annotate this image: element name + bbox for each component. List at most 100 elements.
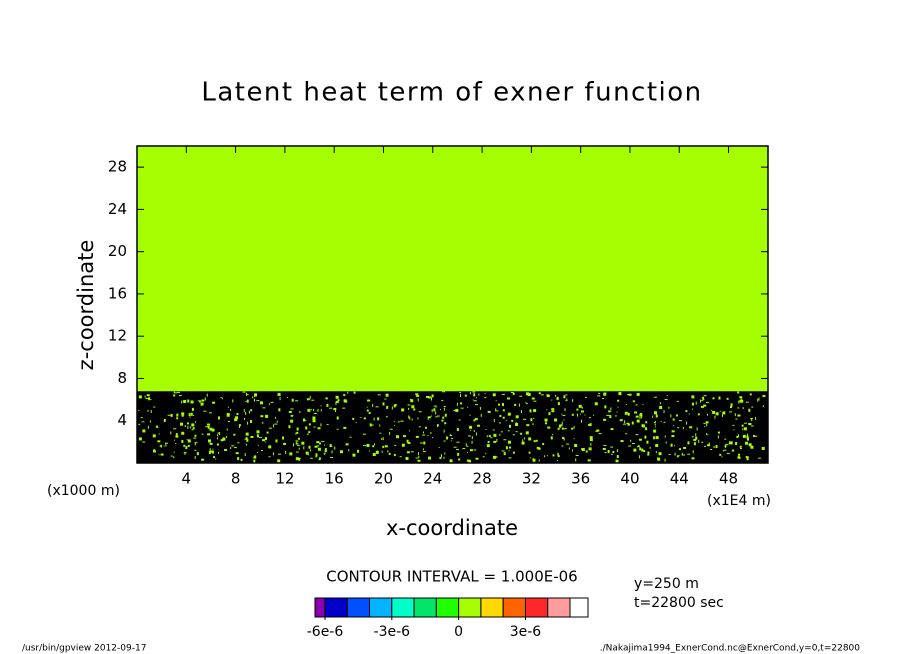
speckle (647, 453, 650, 456)
speckle (183, 444, 186, 447)
speckle (160, 453, 164, 456)
speckle (253, 459, 256, 463)
speckle (754, 435, 758, 437)
footer-right: ./Nakajima1994_ExnerCond.nc@ExnerCond,y=… (600, 644, 861, 654)
speckle (173, 451, 175, 453)
speckle (501, 450, 505, 452)
speckle (337, 399, 340, 402)
speckle (682, 427, 684, 430)
speckle (610, 428, 614, 431)
speckle (422, 448, 424, 451)
speckle (385, 393, 389, 397)
colorbar-tick-label: -6e-6 (307, 624, 344, 640)
speckle (443, 456, 445, 459)
speckle (598, 433, 602, 435)
speckle (367, 399, 371, 402)
speckle (320, 409, 322, 412)
speckle (439, 409, 441, 411)
speckle (745, 456, 749, 459)
speckle (176, 391, 180, 393)
speckle (316, 410, 319, 412)
speckle (147, 409, 149, 412)
speckle (717, 435, 719, 439)
speckle (366, 406, 368, 408)
speckle (415, 435, 419, 438)
speckle (424, 426, 427, 429)
speckle (413, 408, 416, 411)
speckle (635, 415, 639, 418)
speckle (279, 397, 281, 401)
speckle (422, 434, 426, 436)
speckle (515, 423, 519, 427)
speckle (301, 441, 305, 445)
speckle (219, 432, 221, 436)
y-tick-label: 28 (108, 158, 127, 176)
speckle (397, 421, 400, 423)
speckle (464, 394, 467, 397)
speckle (335, 401, 337, 405)
speckle (324, 450, 327, 453)
speckle (194, 434, 197, 437)
speckle (608, 410, 611, 413)
speckle (181, 414, 184, 417)
speckle (265, 441, 267, 443)
speckle (406, 439, 409, 443)
speckle (453, 446, 457, 448)
speckle (758, 397, 760, 401)
speckle (659, 402, 661, 405)
speckle (726, 452, 730, 454)
speckle (348, 449, 350, 452)
speckle (555, 394, 557, 397)
speckle (290, 408, 294, 410)
speckle (436, 424, 438, 428)
speckle (253, 456, 257, 459)
speckle (173, 439, 175, 441)
speckle (184, 451, 186, 455)
speckle (174, 392, 178, 394)
speckle (220, 439, 224, 442)
speckle (532, 458, 536, 462)
speckle (276, 420, 278, 423)
speckle (490, 437, 493, 439)
speckle (430, 397, 432, 401)
speckle (446, 436, 449, 440)
speckle (186, 422, 189, 425)
speckle (590, 442, 592, 446)
speckle (751, 406, 754, 408)
speckle (525, 403, 528, 405)
speckle (176, 413, 179, 417)
speckle (427, 416, 431, 419)
speckle (366, 409, 369, 412)
speckle (442, 391, 446, 393)
speckle (310, 449, 312, 452)
speckle (657, 457, 659, 459)
speckle (544, 422, 547, 425)
speckle (318, 457, 321, 460)
colorbar-box (569, 597, 589, 618)
speckle (207, 433, 211, 436)
speckle (444, 413, 447, 417)
speckle (488, 435, 491, 438)
speckle (152, 450, 156, 453)
speckle (155, 425, 158, 428)
speckle (631, 421, 634, 425)
speckle (138, 409, 140, 411)
speckle (496, 456, 498, 459)
speckle (451, 438, 454, 440)
speckle (697, 413, 700, 416)
speckle (296, 441, 298, 445)
speckle (291, 398, 294, 402)
speckle (532, 457, 534, 460)
speckle (234, 418, 238, 422)
speckle (604, 405, 607, 409)
speckle (320, 405, 322, 407)
speckle (141, 421, 145, 423)
speckle (201, 399, 205, 402)
speckle (565, 400, 568, 402)
speckle (236, 413, 239, 416)
speckle (540, 394, 544, 396)
speckle (285, 450, 287, 454)
speckle (561, 421, 563, 425)
speckle (674, 452, 676, 456)
y-tick-label: 24 (108, 200, 127, 218)
